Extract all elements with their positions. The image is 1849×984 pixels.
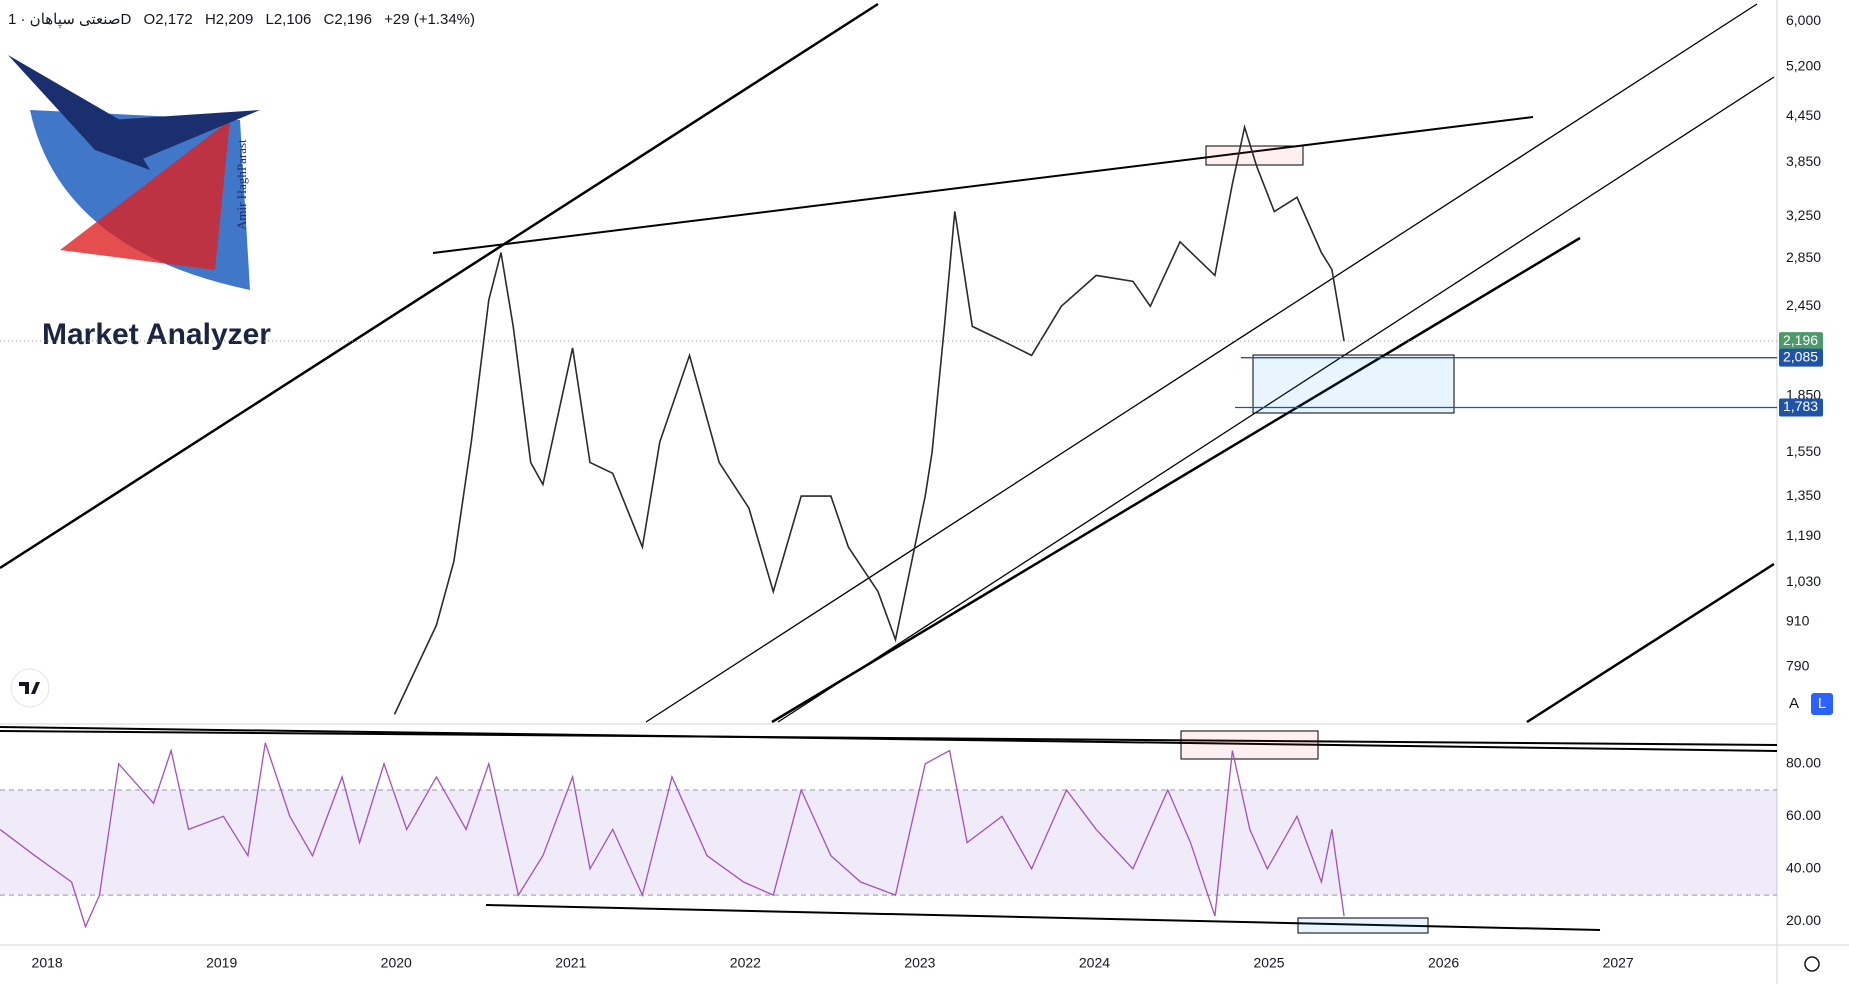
zone-box <box>1297 917 1429 934</box>
x-tick-label: 2021 <box>555 955 586 971</box>
y-tick-label: 1,030 <box>1786 573 1821 589</box>
rsi-band <box>0 790 1777 896</box>
y-tick-label: 1,350 <box>1786 487 1821 503</box>
logo-title: Market Analyzer <box>42 318 271 351</box>
x-tick-label: 2020 <box>381 955 412 971</box>
y-tick-label: 2,850 <box>1786 249 1821 265</box>
level-tag <box>1779 348 1823 367</box>
trend-line <box>645 3 1758 723</box>
ohlc-change: +29 (+1.34%) <box>384 11 475 28</box>
drawings <box>0 2 1778 934</box>
level-label: 1,783 <box>1783 398 1818 414</box>
tv-logo-mark <box>19 682 40 694</box>
auto-scale-button[interactable]: A <box>1788 695 1799 712</box>
last-price-label: 2,196 <box>1783 332 1818 348</box>
x-tick-label: 2025 <box>1253 955 1284 971</box>
x-tick-label: 2019 <box>206 955 237 971</box>
y-tick-label: 60.00 <box>1786 807 1821 823</box>
zone-box <box>1252 354 1455 414</box>
tv-logo-circle <box>10 668 50 708</box>
highlight-box <box>1205 145 1304 166</box>
x-tick-label: 2027 <box>1603 955 1634 971</box>
y-tick-label: 3,250 <box>1786 207 1821 223</box>
ohlc-low: L2,106 <box>265 11 312 28</box>
x-tick-label: 2023 <box>904 955 935 971</box>
x-tick-label: 2018 <box>32 955 63 971</box>
y-tick-label: 40.00 <box>1786 860 1821 876</box>
symbol: صنعتی سپاهان · 1D <box>8 11 132 28</box>
trend-line <box>771 236 1581 724</box>
trend-line <box>0 730 1778 746</box>
ohlc-high: H2,209 <box>204 11 254 28</box>
trend-line <box>777 76 1775 723</box>
x-tick-label: 2022 <box>730 955 761 971</box>
y-tick-label: 790 <box>1786 657 1810 673</box>
price-line <box>393 124 1345 715</box>
y-tick-label: 4,450 <box>1786 107 1821 123</box>
logo-shape <box>110 110 260 160</box>
settings-gear[interactable] <box>1804 956 1820 972</box>
y-tick-label: 6,000 <box>1786 12 1821 28</box>
highlight-box <box>1180 730 1319 760</box>
x-tick-label: 2024 <box>1079 955 1110 971</box>
y-tick-label: 5,200 <box>1786 57 1821 73</box>
y-tick-label: 80.00 <box>1786 754 1821 770</box>
logo: Market Analyzer Amir HaghParast <box>8 55 271 351</box>
y-tick-label: 1,190 <box>1786 527 1821 543</box>
trend-line <box>485 904 1601 931</box>
rsi-line <box>0 742 1345 929</box>
last-price-tag <box>1779 332 1823 351</box>
header: صنعتی سپاهان · 1D O2,172 H2,209 L2,106 C… <box>8 10 483 28</box>
trend-line <box>1526 562 1775 724</box>
settings-icon[interactable] <box>1804 956 1820 972</box>
ohlc-open: O2,172 <box>143 11 193 28</box>
level-tag <box>1779 398 1823 417</box>
x-tick-label: 2026 <box>1428 955 1459 971</box>
level-label: 2,085 <box>1783 348 1818 364</box>
tv-logo <box>10 668 50 708</box>
y-tick-label: 3,850 <box>1786 153 1821 169</box>
y-tick-label: 1,850 <box>1786 386 1821 402</box>
y-tick-label: 20.00 <box>1786 912 1821 928</box>
logo-shape <box>60 120 230 270</box>
log-scale-button[interactable]: L <box>1811 693 1833 715</box>
trend-line <box>0 2 879 570</box>
logo-shape <box>8 55 150 170</box>
trend-line <box>432 116 1534 254</box>
logo-author: Amir HaghParast <box>234 139 249 230</box>
y-tick-label: 910 <box>1786 612 1810 628</box>
y-tick-label: 2,450 <box>1786 297 1821 313</box>
y-tick-label: 1,550 <box>1786 443 1821 459</box>
ohlc-close: C2,196 <box>323 11 372 28</box>
